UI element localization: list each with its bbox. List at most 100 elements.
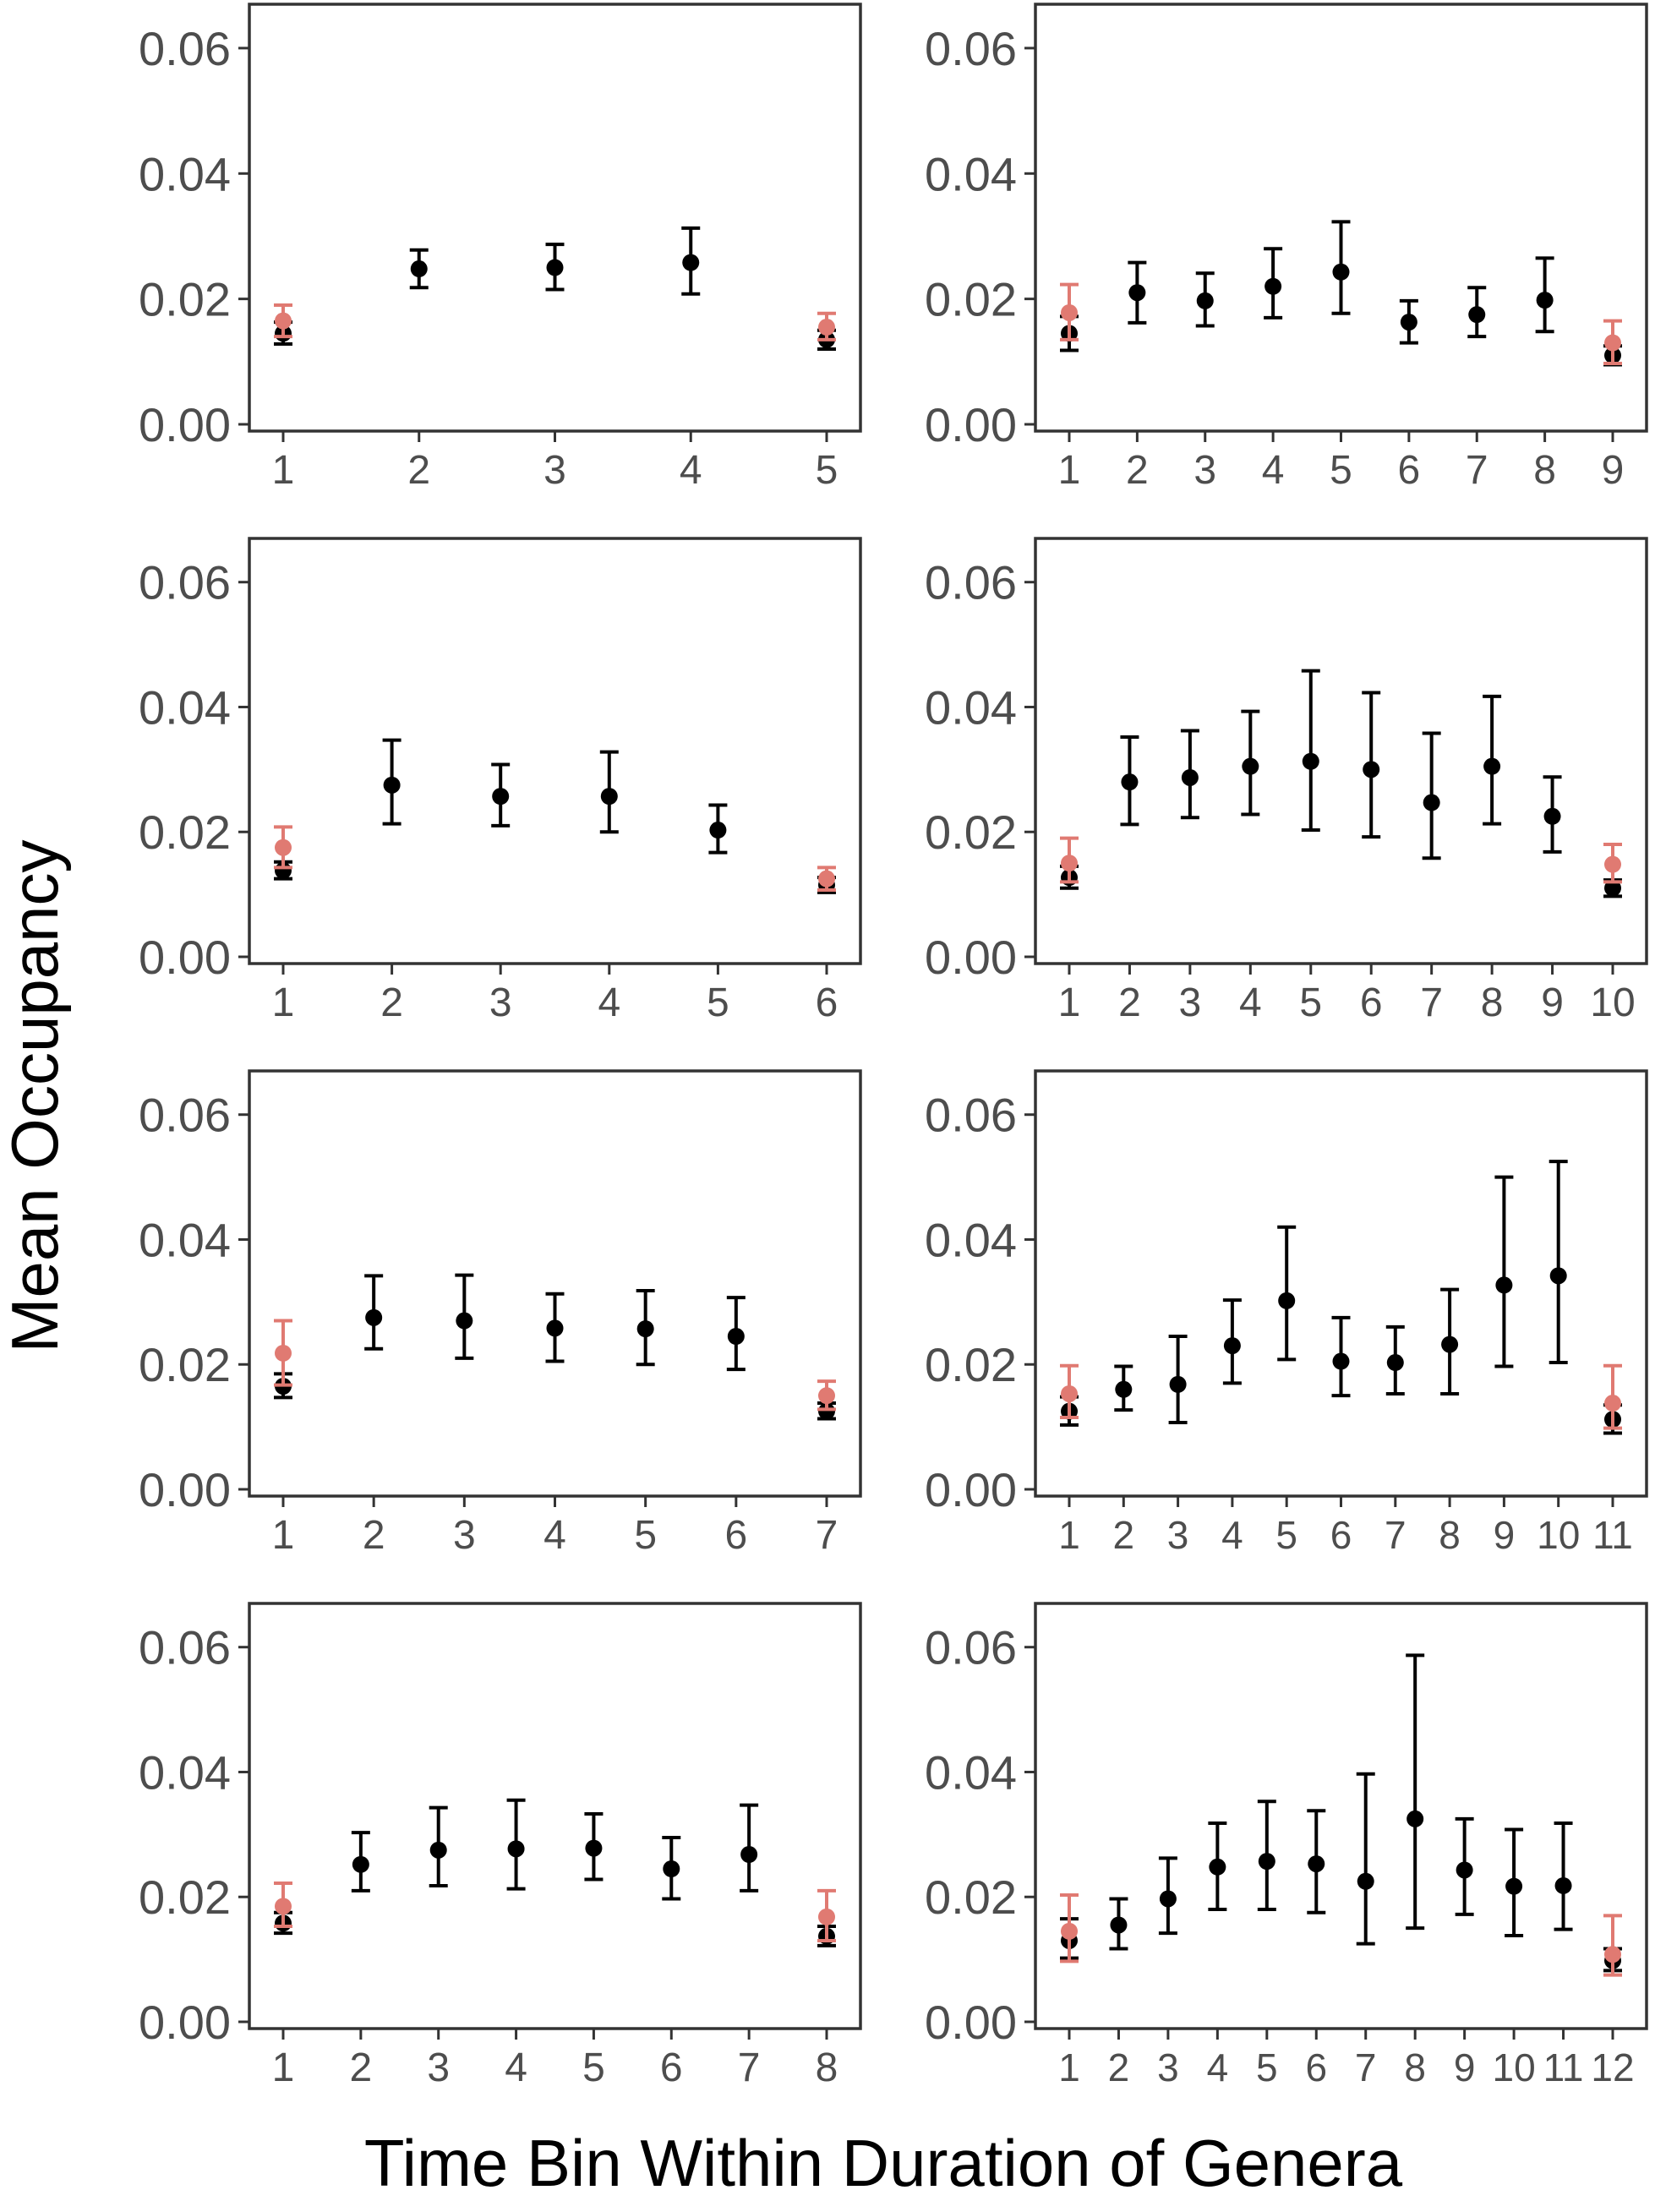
x-tick-label: 4	[1262, 448, 1285, 493]
x-tick-label: 4	[1207, 2045, 1229, 2089]
data-point	[1554, 1876, 1572, 1894]
data-point-highlight	[275, 312, 292, 330]
x-tick-label: 10	[1537, 1513, 1580, 1557]
panel: 0.00 0.02 0.04 0.06 1 2 3 4 5 6 7 8 9 10 11	[925, 1069, 1648, 1557]
y-tick-label: 0.00	[139, 1463, 231, 1516]
data-point	[1242, 757, 1259, 775]
data-point	[1386, 1354, 1404, 1372]
data-point	[1406, 1810, 1424, 1827]
x-tick-label: 3	[1193, 448, 1216, 493]
x-tick-label: 10	[1493, 2045, 1536, 2089]
data-point	[1223, 1337, 1241, 1355]
y-tick-label: 0.02	[139, 806, 231, 859]
x-tick-label: 2	[350, 2045, 373, 2090]
data-point	[507, 1840, 525, 1858]
y-tick-label: 0.04	[925, 147, 1017, 200]
x-tick-label: 7	[1385, 1513, 1406, 1557]
data-point	[1423, 794, 1440, 811]
x-tick-label: 5	[634, 1513, 657, 1558]
data-point-highlight	[1061, 1922, 1078, 1940]
data-point	[709, 822, 727, 839]
x-tick-label: 8	[1481, 980, 1504, 1025]
y-tick-label: 0.02	[925, 273, 1017, 326]
data-point-highlight	[275, 1898, 292, 1915]
x-tick-label: 6	[660, 2045, 683, 2090]
data-point	[1302, 752, 1319, 770]
y-tick-label: 0.06	[139, 22, 231, 75]
data-point	[636, 1320, 654, 1338]
panels: 0.000.020.040.061 2 3 4 50.000.020.040.061 2 3…	[139, 3, 1648, 2090]
x-tick-label: 5	[707, 980, 729, 1025]
y-tick-label: 0.00	[139, 1996, 231, 2049]
x-tick-label: 3	[543, 448, 566, 493]
x-tick-label: 3	[427, 2045, 450, 2090]
data-point	[1258, 1853, 1275, 1871]
y-tick-label: 0.00	[925, 1996, 1017, 2049]
y-tick-label: 0.04	[139, 147, 231, 200]
x-tick-label: 3	[1179, 980, 1202, 1025]
y-tick-label: 0.02	[139, 273, 231, 326]
data-point	[1400, 314, 1417, 331]
data-point	[1121, 773, 1139, 791]
x-tick-label: 6	[816, 980, 838, 1025]
x-tick-label: 7	[816, 1513, 838, 1558]
data-point-highlight	[818, 319, 835, 336]
y-tick-label: 0.02	[139, 1338, 231, 1391]
data-point	[546, 259, 564, 276]
x-tick-label: 9	[1454, 2045, 1476, 2089]
y-tick-label: 0.06	[925, 1089, 1017, 1142]
data-point	[1495, 1276, 1513, 1294]
x-tick-label: 1	[272, 448, 295, 493]
panel: 0.00 0.02 0.04 0.06 1 2 3 4 5 6 7 8	[139, 1602, 862, 2090]
data-point	[1357, 1872, 1374, 1890]
x-tick-label: 3	[453, 1513, 476, 1558]
x-tick-label: 4	[680, 448, 702, 493]
x-tick-label: 2	[363, 1513, 385, 1558]
data-point	[1332, 1352, 1350, 1370]
x-tick-label: 12	[1591, 2045, 1634, 2089]
x-tick-label: 2	[1113, 1513, 1135, 1557]
x-tick-label: 10	[1590, 980, 1635, 1025]
x-tick-label: 8	[1533, 448, 1556, 493]
y-tick-label: 0.06	[925, 556, 1017, 609]
data-point-highlight	[818, 870, 835, 888]
y-tick-label: 0.02	[925, 806, 1017, 859]
x-tick-label: 1	[1058, 980, 1081, 1025]
x-tick-label: 7	[1420, 980, 1443, 1025]
x-tick-label: 5	[1256, 2045, 1278, 2089]
y-tick-label: 0.04	[139, 680, 231, 734]
panel-frame	[1034, 537, 1648, 965]
x-tick-label: 7	[738, 2045, 761, 2090]
x-tick-label: 5	[816, 448, 838, 493]
data-point	[1169, 1375, 1187, 1393]
data-point-highlight	[1604, 855, 1621, 873]
data-point	[492, 788, 510, 806]
x-tick-label: 5	[1330, 448, 1352, 493]
y-tick-label: 0.04	[925, 1213, 1017, 1266]
x-tick-label: 2	[1108, 2045, 1130, 2089]
data-point	[365, 1308, 383, 1326]
data-point	[456, 1312, 473, 1330]
data-point	[1363, 761, 1380, 778]
y-tick-label: 0.04	[139, 1213, 231, 1266]
y-tick-label: 0.00	[925, 931, 1017, 984]
x-tick-label: 2	[1126, 448, 1149, 493]
data-point	[1456, 1861, 1473, 1879]
data-point	[410, 260, 428, 278]
data-point	[546, 1319, 564, 1337]
data-point-highlight	[1061, 303, 1078, 321]
y-tick-label: 0.02	[139, 1871, 231, 1924]
data-point	[1441, 1335, 1459, 1353]
x-tick-label: 4	[543, 1513, 566, 1558]
panel-frame	[1034, 1069, 1648, 1498]
y-tick-label: 0.04	[925, 1745, 1017, 1799]
data-point	[740, 1846, 758, 1863]
x-tick-label: 4	[598, 980, 620, 1025]
y-tick-label: 0.00	[139, 398, 231, 451]
data-point	[1604, 879, 1621, 897]
data-point	[663, 1860, 680, 1877]
y-tick-label: 0.06	[139, 1089, 231, 1142]
panel-frame	[1034, 3, 1648, 433]
data-point-highlight	[1604, 1946, 1621, 1963]
